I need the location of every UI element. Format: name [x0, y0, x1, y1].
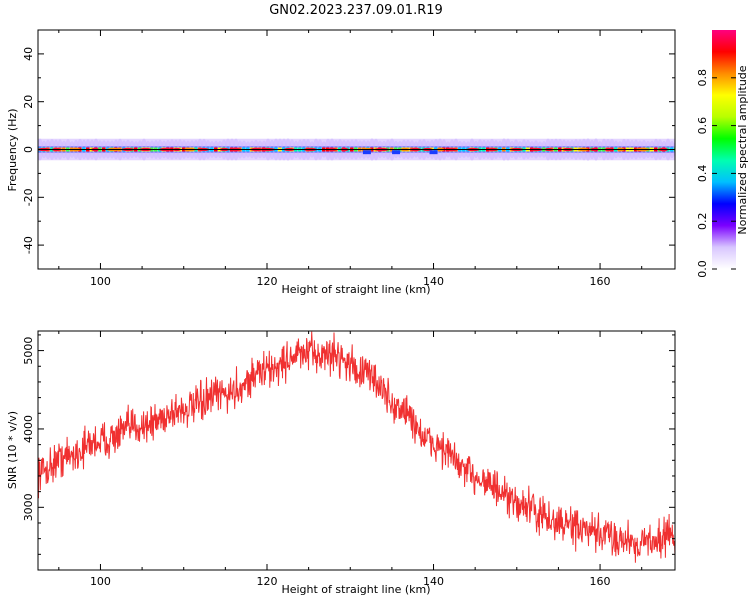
spectrogram-x-ticks: 100 120 140 160: [58, 30, 643, 288]
spectrogram-y-tick-label: 0: [22, 146, 35, 153]
snr-panel: 100 120 140 160 5000 4000 3000 Height of stra…: [6, 330, 676, 596]
colorbar-tick-label: 0.8: [696, 69, 709, 87]
snr-y-tick-label: 4000: [22, 415, 35, 443]
snr-x-tick-label: 120: [256, 575, 277, 588]
snr-series-line: [38, 331, 675, 563]
colorbar-label: Normalized spectral amplitude: [736, 65, 749, 234]
spectrogram-panel: 100 120 140 160 40 20 0 -20 -40 Height of strai…: [6, 29, 676, 296]
spectrogram-y-ticks: 40 20 0 -20 -40: [22, 29, 675, 270]
spectrogram-y-tick-label: 40: [22, 47, 35, 61]
snr-x-tick-label: 160: [590, 575, 611, 588]
figure-title: GN02.2023.237.09.01.R19: [269, 3, 443, 18]
snr-y-ticks: 5000 4000 3000: [22, 334, 675, 571]
spectrogram-notch: [429, 150, 438, 155]
spectrogram-x-tick-label: 100: [90, 275, 111, 288]
colorbar-ramp: [712, 30, 736, 269]
snr-y-tick-label: 3000: [22, 493, 35, 521]
colorbar-tick-label: 0.4: [696, 165, 709, 183]
snr-y-label: SNR (10 * v/v): [6, 411, 19, 489]
spectrogram-y-label: Frequency (Hz): [6, 109, 19, 192]
spectrogram-x-label: Height of straight line (km): [281, 283, 430, 296]
snr-x-tick-label: 100: [90, 575, 111, 588]
colorbar-tick-label: 0.2: [696, 212, 709, 230]
colorbar-ticks: 0.0 0.2 0.4 0.6 0.8: [696, 69, 736, 278]
colorbar-tick-label: 0.0: [696, 260, 709, 278]
snr-y-tick-label: 5000: [22, 337, 35, 365]
spectrogram-x-tick-label: 140: [423, 275, 444, 288]
spectrogram-x-tick-label: 160: [590, 275, 611, 288]
spectrogram-notch: [392, 150, 401, 155]
spectrogram-y-tick-label: -20: [22, 188, 35, 206]
colorbar-tick-label: 0.6: [696, 117, 709, 135]
snr-x-ticks: 100 120 140 160: [58, 331, 643, 588]
snr-x-tick-label: 140: [423, 575, 444, 588]
spectrogram-y-tick-label: -40: [22, 236, 35, 254]
spectrogram-notch: [362, 150, 371, 155]
spectrogram-y-tick-label: 20: [22, 95, 35, 109]
snr-x-label: Height of straight line (km): [281, 583, 430, 596]
snr-frame: [37, 330, 676, 571]
spectrogram-x-tick-label: 120: [256, 275, 277, 288]
colorbar: 0.0 0.2 0.4 0.6 0.8 Normalized spectral ampl…: [696, 30, 749, 278]
